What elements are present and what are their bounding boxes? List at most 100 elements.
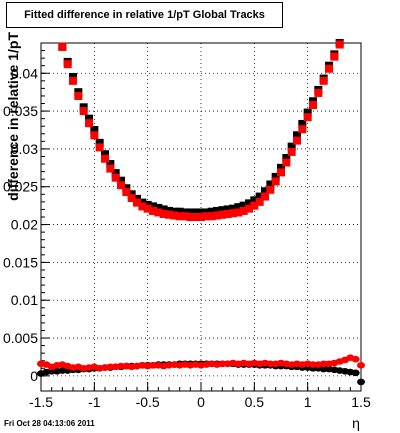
y-tick-label: 0.035 bbox=[3, 103, 38, 119]
data-point bbox=[229, 204, 237, 213]
data-point bbox=[325, 64, 333, 73]
y-tick-label: 0.04 bbox=[11, 65, 38, 81]
y-tick-label: 0.015 bbox=[3, 254, 38, 270]
data-point bbox=[287, 142, 296, 151]
data-point bbox=[218, 210, 227, 219]
data-point bbox=[143, 204, 152, 213]
data-point bbox=[250, 196, 259, 205]
data-point bbox=[234, 208, 243, 217]
data-point bbox=[351, 355, 360, 363]
data-point bbox=[95, 138, 104, 147]
x-tick-label: 1.5 bbox=[351, 394, 371, 410]
data-point bbox=[58, 42, 67, 51]
data-point bbox=[266, 180, 275, 189]
data-point bbox=[90, 131, 99, 140]
data-point bbox=[101, 154, 109, 163]
y-tick-label: 0.01 bbox=[11, 292, 38, 308]
data-point bbox=[207, 207, 216, 216]
x-tick-label: -1 bbox=[88, 394, 101, 410]
data-point bbox=[239, 201, 248, 210]
data-point bbox=[111, 169, 120, 178]
data-point bbox=[106, 160, 115, 169]
y-tick-label: 0.03 bbox=[11, 141, 38, 157]
data-point bbox=[85, 119, 93, 128]
data-point bbox=[127, 194, 136, 203]
data-point bbox=[90, 126, 99, 134]
data-point bbox=[117, 181, 125, 190]
data-points bbox=[37, 39, 365, 386]
x-tick-label: 0.5 bbox=[245, 394, 265, 410]
data-point bbox=[138, 202, 147, 211]
data-point bbox=[186, 213, 195, 221]
x-tick-label: -1.5 bbox=[29, 394, 53, 410]
data-point bbox=[293, 136, 301, 145]
data-point bbox=[63, 60, 72, 69]
data-point bbox=[106, 164, 115, 173]
chart-title: Fitted difference in relative 1/pT Globa… bbox=[6, 2, 283, 28]
data-point bbox=[287, 147, 296, 156]
data-point bbox=[213, 211, 221, 220]
data-point bbox=[181, 212, 189, 221]
data-point bbox=[277, 163, 285, 172]
data-point bbox=[149, 206, 157, 215]
data-point bbox=[186, 208, 195, 217]
data-point bbox=[282, 158, 291, 167]
data-point bbox=[191, 208, 200, 217]
data-point bbox=[335, 40, 344, 49]
data-point bbox=[175, 212, 184, 221]
data-point bbox=[271, 172, 280, 181]
data-point bbox=[239, 206, 248, 215]
grid-lines bbox=[40, 43, 362, 391]
data-point bbox=[266, 185, 275, 194]
data-point bbox=[197, 208, 205, 217]
data-point bbox=[330, 52, 339, 61]
data-point bbox=[197, 213, 205, 221]
data-point bbox=[223, 205, 232, 214]
data-point bbox=[149, 202, 157, 211]
data-point bbox=[218, 206, 227, 215]
data-point bbox=[261, 187, 269, 196]
y-tick-label: 0.02 bbox=[11, 217, 38, 233]
data-point bbox=[85, 114, 93, 123]
data-point bbox=[229, 209, 237, 218]
data-point bbox=[357, 361, 365, 369]
data-point bbox=[293, 131, 301, 140]
data-point bbox=[298, 119, 307, 128]
data-point bbox=[79, 107, 88, 116]
data-point bbox=[133, 198, 141, 207]
data-point bbox=[223, 209, 232, 218]
data-point bbox=[175, 207, 184, 216]
data-point bbox=[191, 213, 200, 221]
data-point bbox=[319, 76, 328, 85]
x-tick-label: 1 bbox=[304, 394, 312, 410]
data-point bbox=[159, 209, 168, 218]
data-point bbox=[122, 188, 131, 197]
data-point bbox=[303, 108, 312, 117]
y-tick-label: 0.005 bbox=[3, 330, 38, 346]
data-point bbox=[282, 153, 291, 162]
data-point bbox=[357, 378, 365, 386]
data-point bbox=[154, 203, 163, 212]
data-point bbox=[154, 208, 163, 217]
data-point bbox=[170, 211, 179, 220]
data-point bbox=[159, 205, 168, 214]
y-tick-label: 0.025 bbox=[3, 179, 38, 195]
data-point bbox=[277, 168, 285, 177]
data-point bbox=[74, 91, 83, 100]
data-point bbox=[111, 173, 120, 182]
data-point bbox=[298, 125, 307, 134]
x-axis-label: η bbox=[352, 415, 360, 431]
axis-ticks: -1.5 -1 -0.5 0 0.5 1 1.5 0 0.005 0.01 0.015 0.02 0.0… bbox=[3, 50, 371, 410]
data-point bbox=[207, 212, 216, 221]
data-point bbox=[309, 101, 317, 110]
data-point bbox=[165, 210, 173, 219]
x-tick-label: 0 bbox=[197, 394, 205, 410]
data-point bbox=[117, 176, 125, 185]
data-point bbox=[101, 150, 109, 159]
data-point bbox=[245, 199, 253, 208]
y-axis-label: difference in relative 1/pT bbox=[5, 32, 21, 201]
data-point bbox=[261, 192, 269, 201]
data-point bbox=[271, 177, 280, 186]
data-point bbox=[255, 192, 264, 201]
